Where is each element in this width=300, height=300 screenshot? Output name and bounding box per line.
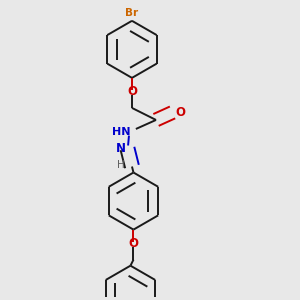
Text: O: O — [127, 85, 137, 98]
Text: O: O — [128, 237, 139, 250]
Text: Br: Br — [125, 8, 139, 18]
Text: HN: HN — [112, 127, 130, 137]
Text: O: O — [175, 106, 185, 119]
Text: N: N — [116, 142, 126, 155]
Text: H: H — [117, 160, 124, 170]
